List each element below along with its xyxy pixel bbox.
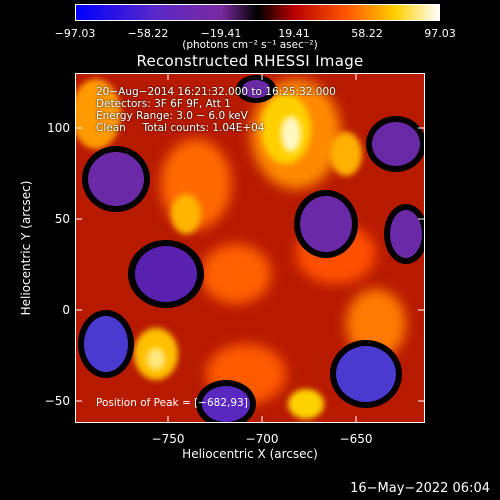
y-tick-label: −50 — [44, 394, 70, 408]
peak-position: Position of Peak = [−682,93] — [96, 397, 248, 409]
rhessi-image: 20−Aug−2014 16:21:32.000 to 16:25:32.000… — [75, 73, 425, 423]
info-detectors: Detectors: 3F 6F 9F, Att 1 — [96, 98, 231, 110]
x-tick-label: −700 — [245, 432, 279, 446]
colorbar-tick: 97.03 — [424, 27, 456, 40]
y-axis-label: Heliocentric Y (arcsec) — [19, 180, 33, 316]
colorbar-gradient — [76, 5, 439, 20]
image-map — [76, 74, 424, 422]
x-tick-label: −750 — [151, 432, 185, 446]
y-tick-label: 0 — [62, 303, 70, 317]
x-tick-label: −650 — [339, 432, 373, 446]
colorbar-tick: −58.22 — [127, 27, 169, 40]
y-tick-label: 100 — [47, 121, 70, 135]
x-axis-label: Heliocentric X (arcsec) — [182, 447, 318, 461]
image-title: Reconstructed RHESSI Image — [136, 52, 364, 70]
colorbar-tick: 58.22 — [351, 27, 383, 40]
colorbar-tick: −97.03 — [54, 27, 96, 40]
info-energy-range: Energy Range: 3.0 − 6.0 keV — [96, 110, 248, 122]
colorbar-units: (photons cm⁻² s⁻¹ asec⁻²) — [182, 39, 318, 51]
colorbar — [75, 4, 440, 21]
colorbar-tick: −19.41 — [200, 27, 242, 40]
y-tick-label: 50 — [54, 212, 70, 226]
info-time-range: 20−Aug−2014 16:21:32.000 to 16:25:32.000 — [96, 86, 336, 98]
colorbar-tick: 19.41 — [278, 27, 310, 40]
date-stamp: 16−May−2022 06:04 — [350, 481, 490, 496]
info-clean-counts: Clean Total counts: 1.04E+04 — [96, 122, 265, 134]
negative-regions — [78, 75, 424, 422]
